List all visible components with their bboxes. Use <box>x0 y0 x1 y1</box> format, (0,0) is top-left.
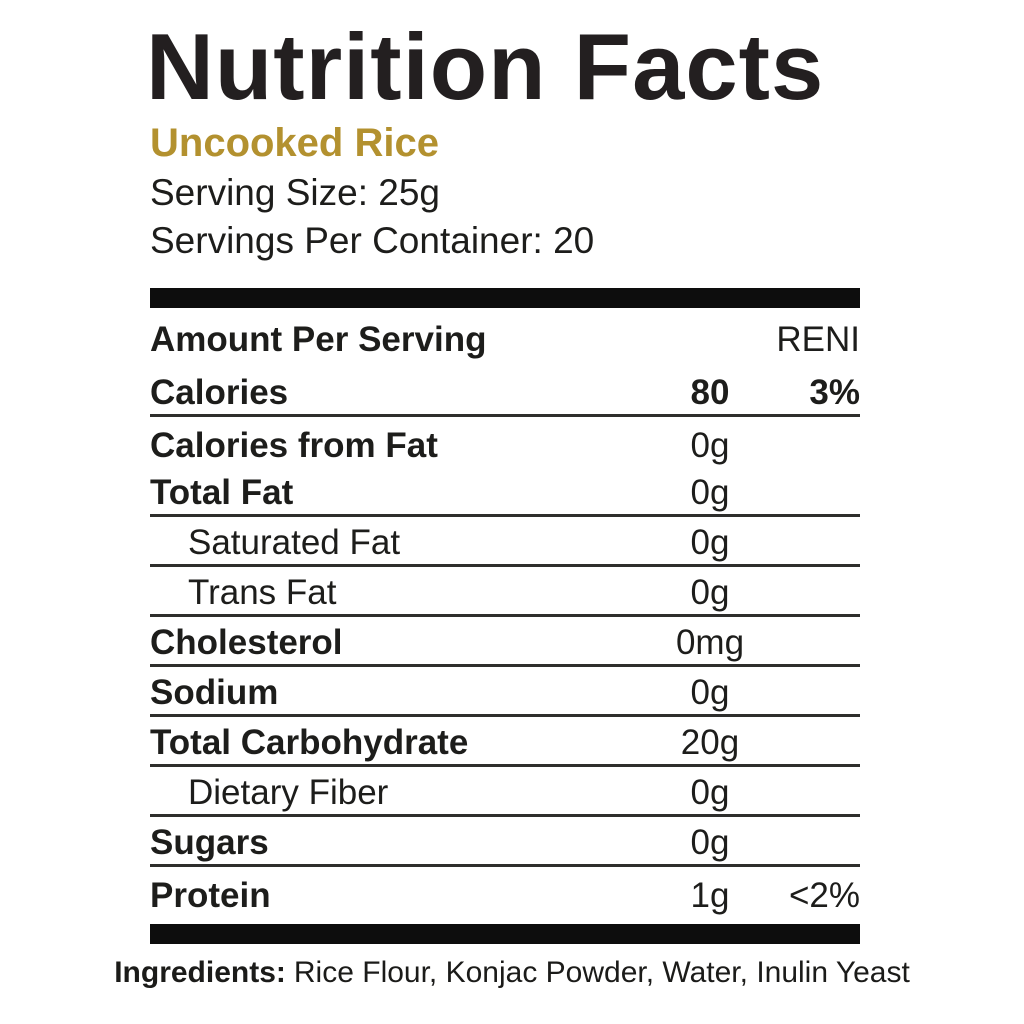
row-total-carbohydrate: Total Carbohydrate 20g <box>150 717 860 767</box>
label-title: Nutrition Facts <box>146 14 825 119</box>
row-amount-value: 0g <box>690 573 730 612</box>
row-label: Total Carbohydrate <box>150 723 469 762</box>
servings-per-container: Servings Per Container: 20 <box>150 220 595 261</box>
row-amount-value: 0g <box>690 673 730 712</box>
nutrition-table: Amount Per Serving RENI Calories 80 3% C… <box>150 308 860 917</box>
ingredients-label: Ingredients: <box>114 956 286 989</box>
row-amount-value: 0g <box>690 773 730 812</box>
row-amount-value: 0g <box>690 823 730 862</box>
table-header-row: Amount Per Serving RENI <box>150 308 860 361</box>
row-calories: Calories 80 3% <box>150 361 860 417</box>
row-saturated-fat: Saturated Fat 0g <box>150 517 860 567</box>
amount-per-serving-header: Amount Per Serving <box>150 320 487 359</box>
row-trans-fat: Trans Fat 0g <box>150 567 860 617</box>
bottom-separator-bar <box>150 924 860 944</box>
row-label: Dietary Fiber <box>188 773 389 812</box>
row-percent-value: <2% <box>788 876 860 915</box>
row-total-fat: Total Fat 0g <box>150 467 860 517</box>
serving-size: Serving Size: 25g <box>150 172 441 213</box>
top-separator-bar <box>150 288 860 308</box>
row-amount-value: 80 <box>690 373 730 412</box>
row-label: Sodium <box>150 673 279 712</box>
row-amount-value: 1g <box>690 876 730 915</box>
row-amount-value: 20g <box>680 723 740 762</box>
ingredients-line: Ingredients: Rice Flour, Konjac Powder, W… <box>0 956 1024 991</box>
row-sugars: Sugars 0g <box>150 817 860 867</box>
reni-header: RENI <box>776 320 860 359</box>
row-label: Trans Fat <box>188 573 337 612</box>
row-sodium: Sodium 0g <box>150 667 860 717</box>
row-protein: Protein 1g <2% <box>150 867 860 917</box>
row-calories-from-fat: Calories from Fat 0g <box>150 417 860 467</box>
row-amount-value: 0g <box>690 473 730 512</box>
row-label: Protein <box>150 876 271 915</box>
row-amount-value: 0g <box>690 426 730 465</box>
row-label: Sugars <box>150 823 269 862</box>
row-amount-value: 0g <box>690 523 730 562</box>
row-label: Saturated Fat <box>188 523 401 562</box>
row-amount-value: 0mg <box>675 623 745 662</box>
product-name: Uncooked Rice <box>150 121 439 165</box>
row-label: Total Fat <box>150 473 294 512</box>
row-dietary-fiber: Dietary Fiber 0g <box>150 767 860 817</box>
row-percent-value: 3% <box>809 373 860 412</box>
row-label: Calories <box>150 373 289 412</box>
row-cholesterol: Cholesterol 0mg <box>150 617 860 667</box>
row-label: Calories from Fat <box>150 426 438 465</box>
ingredients-text: Rice Flour, Konjac Powder, Water, Inulin… <box>293 956 910 989</box>
row-label: Cholesterol <box>150 623 343 662</box>
